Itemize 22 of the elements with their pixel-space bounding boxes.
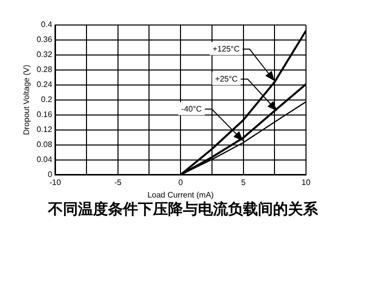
y-tick-label: 0.4 (41, 20, 53, 30)
y-tick-label: 0.08 (36, 140, 53, 150)
y-tick-label: 0.04 (36, 155, 53, 164)
y-tick-label: 0.28 (36, 65, 53, 74)
x-tick-label: 0 (178, 178, 184, 187)
y-tick-label: 0.32 (36, 50, 53, 60)
y-tick-label: 0.12 (36, 125, 53, 134)
x-axis-title: Load Current (mA) (147, 190, 214, 200)
y-axis-title: Dropout Voltage (V) (22, 64, 32, 136)
y-tick-label: 0.36 (36, 35, 53, 44)
annotation: -40°C (181, 104, 202, 114)
text: 不同温度条件下压降与电流负载间的关系 (46, 200, 319, 219)
y-tick-label: 0.24 (36, 80, 53, 90)
x-tick-label: 5 (241, 178, 246, 187)
x-tick-label: -5 (114, 178, 122, 187)
y-tick-label: 0.2 (41, 95, 53, 104)
annotation: +25°C (215, 74, 238, 84)
x-tick-label: -10 (49, 178, 62, 187)
annotation: +125°C (212, 44, 240, 54)
y-tick-label: 0.16 (36, 110, 53, 120)
y-tick-label: 0 (48, 170, 53, 180)
x-tick-label: 10 (302, 178, 311, 187)
